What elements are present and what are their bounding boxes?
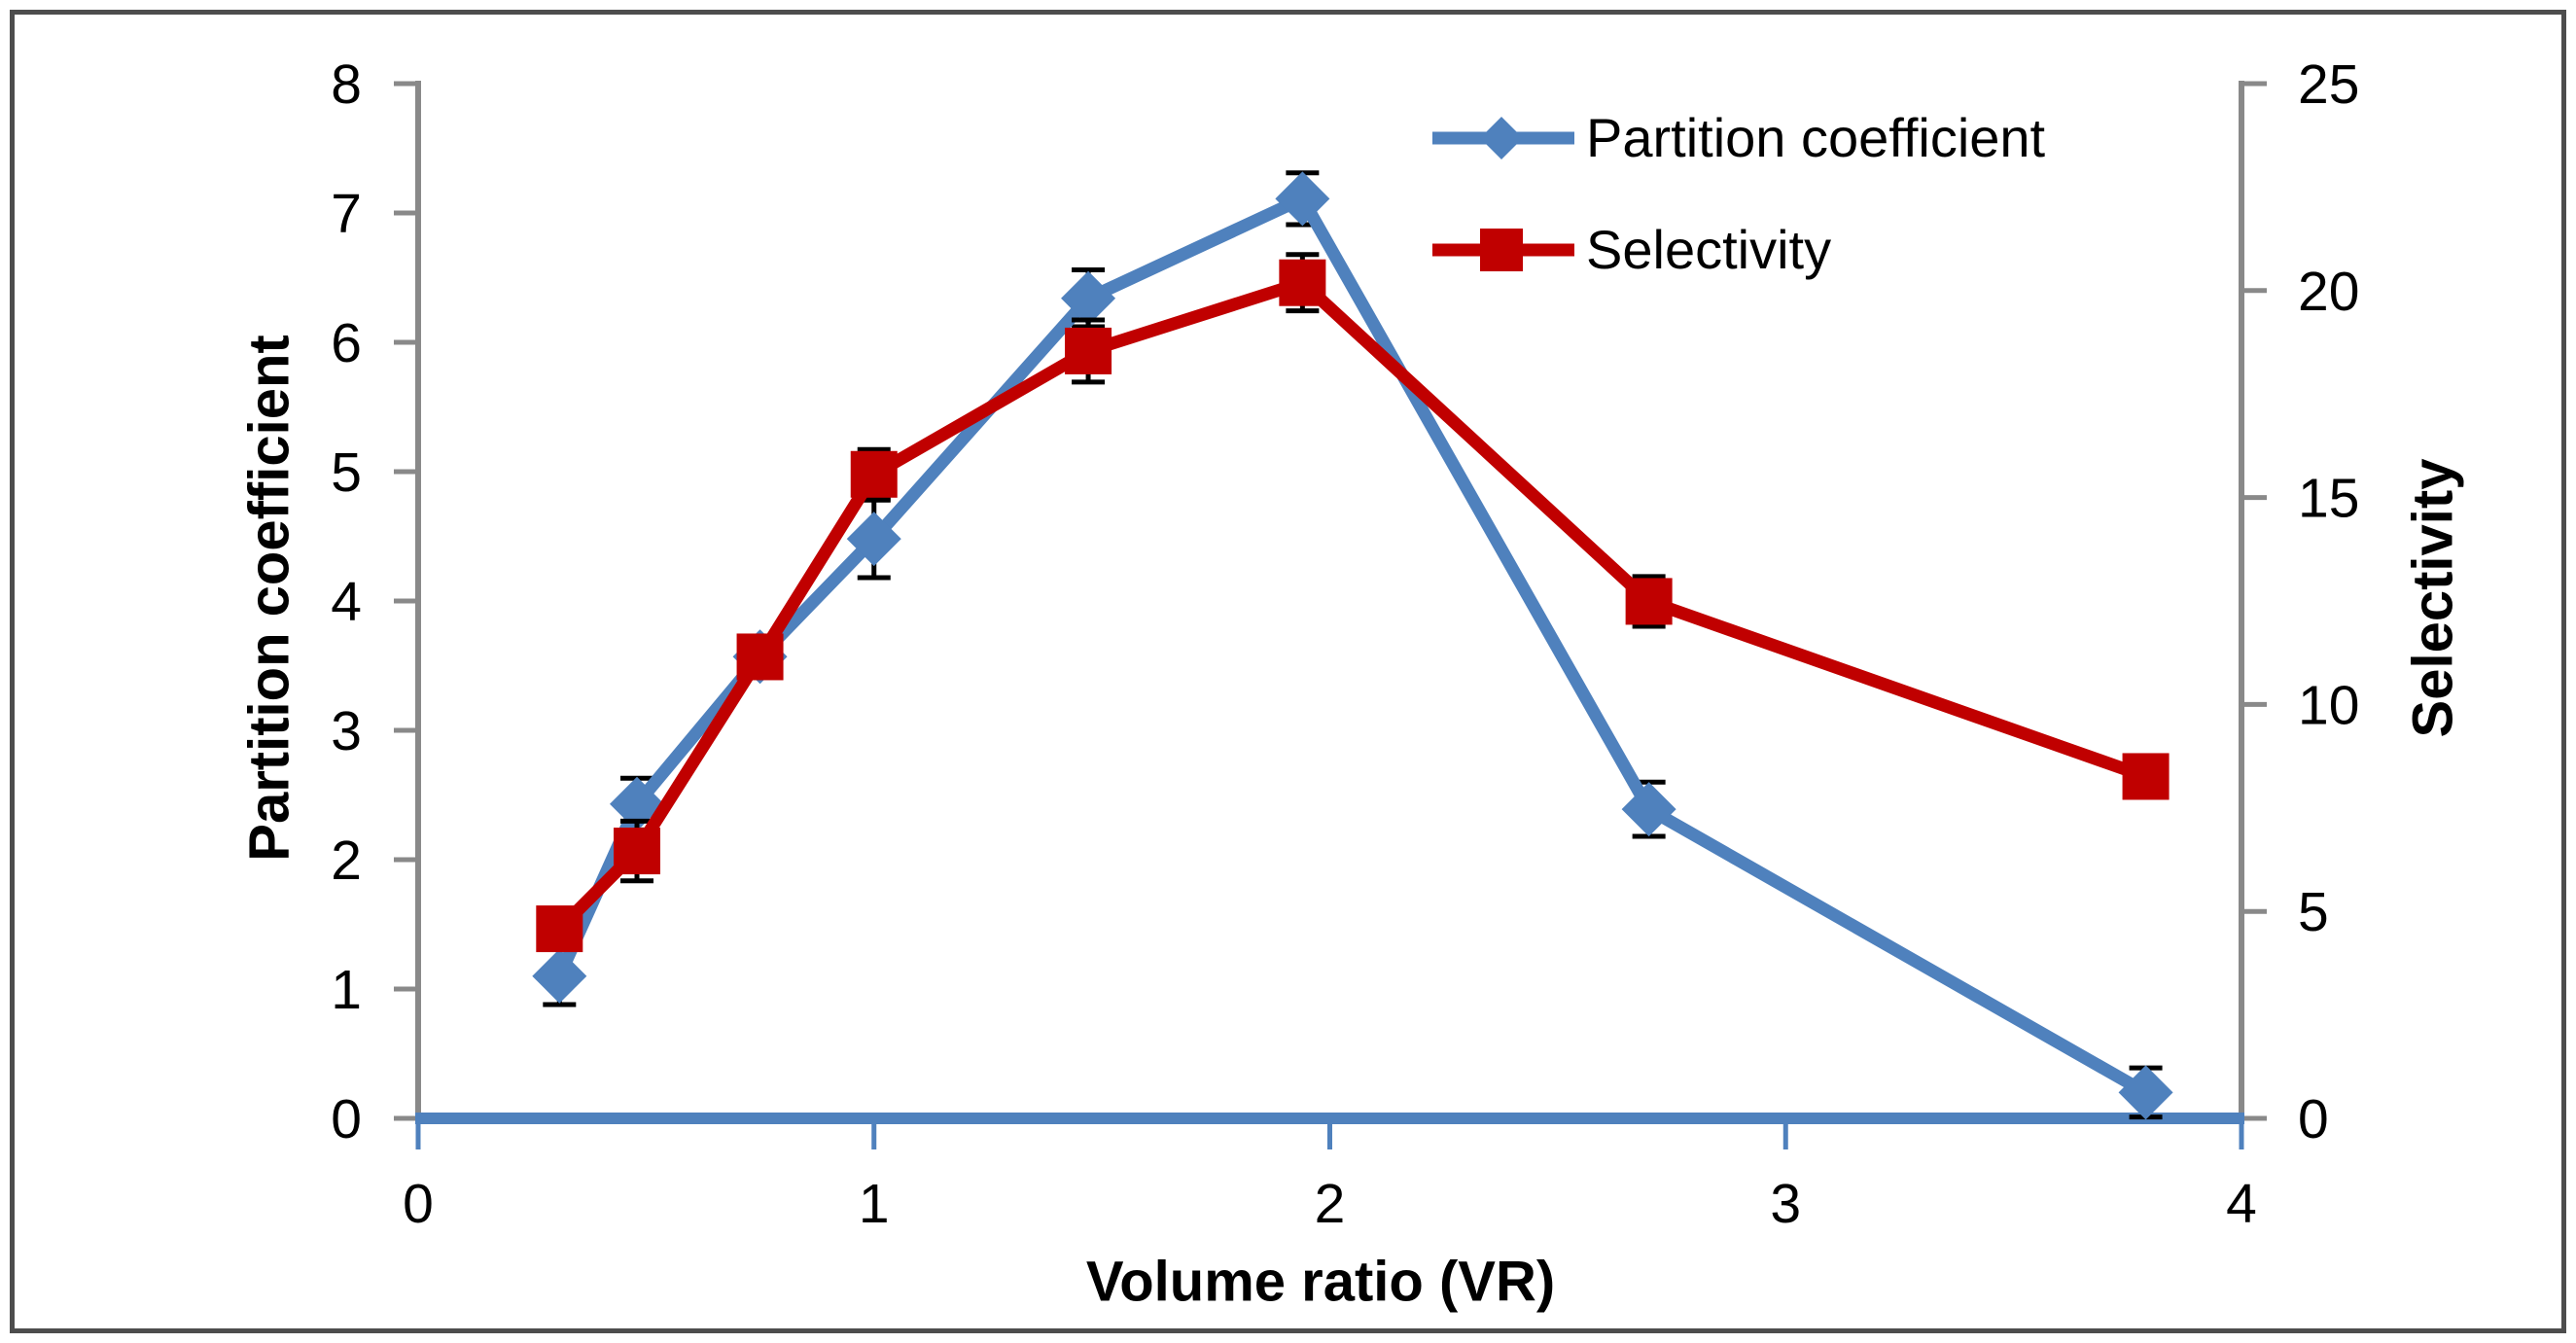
legend-label: Partition coefficient: [1586, 107, 2046, 168]
marker-square: [2122, 753, 2170, 800]
x-tick-label: 4: [2226, 1173, 2257, 1235]
marker-diamond: [1275, 171, 1330, 227]
marker-square: [1625, 578, 1673, 625]
y-left-tick-label: 0: [331, 1088, 362, 1150]
marker-square: [736, 633, 784, 681]
x-tick-label: 3: [1770, 1173, 1801, 1235]
marker-diamond: [610, 776, 664, 831]
legend-item-selectivity: Selectivity: [1430, 221, 1831, 279]
marker-square: [536, 905, 583, 953]
marker-diamond: [1621, 782, 1676, 837]
marker-diamond: [846, 512, 901, 567]
marker-diamond: [2118, 1065, 2173, 1120]
marker-square: [614, 828, 660, 875]
legend-marker-square: [1432, 229, 1574, 271]
y-left-tick-label: 5: [331, 442, 362, 504]
y-right-tick-label: 20: [2298, 261, 2359, 323]
y-right-tick-label: 0: [2298, 1088, 2329, 1150]
y-right-tick-label: 5: [2298, 881, 2329, 943]
x-axis-title: Volume ratio (VR): [1085, 1250, 1556, 1314]
legend-marker-diamond: [1432, 117, 1574, 159]
y-left-tick-label: 8: [331, 53, 362, 116]
y-left-tick-label: 4: [331, 571, 362, 633]
y-right-tick-label: 15: [2298, 468, 2359, 530]
marker-diamond: [1061, 270, 1116, 326]
y-right-tick-label: 10: [2298, 674, 2359, 736]
legend-item-partition-coefficient: Partition coefficient: [1430, 109, 2045, 167]
marker-square: [1279, 259, 1326, 306]
x-tick-label: 1: [859, 1173, 890, 1235]
marker-square: [1065, 327, 1112, 374]
y-right-tick-label: 25: [2298, 53, 2359, 116]
y-left-tick-label: 1: [331, 959, 362, 1021]
marker-square: [850, 450, 898, 498]
legend-label: Selectivity: [1586, 219, 1832, 280]
y-left-tick-label: 6: [331, 312, 362, 374]
marker-diamond: [532, 948, 587, 1004]
y-axis-title-left: Partition coefficient: [237, 335, 301, 862]
y-left-tick-label: 7: [331, 183, 362, 245]
figure-border: [10, 10, 2566, 1333]
y-left-tick-label: 3: [331, 700, 362, 762]
x-tick-label: 0: [403, 1173, 434, 1235]
y-axis-title-right: Selectivity: [2401, 458, 2465, 738]
series-line-selectivity: [554, 276, 2148, 934]
y-left-tick-label: 2: [331, 830, 362, 892]
x-tick-label: 2: [1315, 1173, 1346, 1235]
